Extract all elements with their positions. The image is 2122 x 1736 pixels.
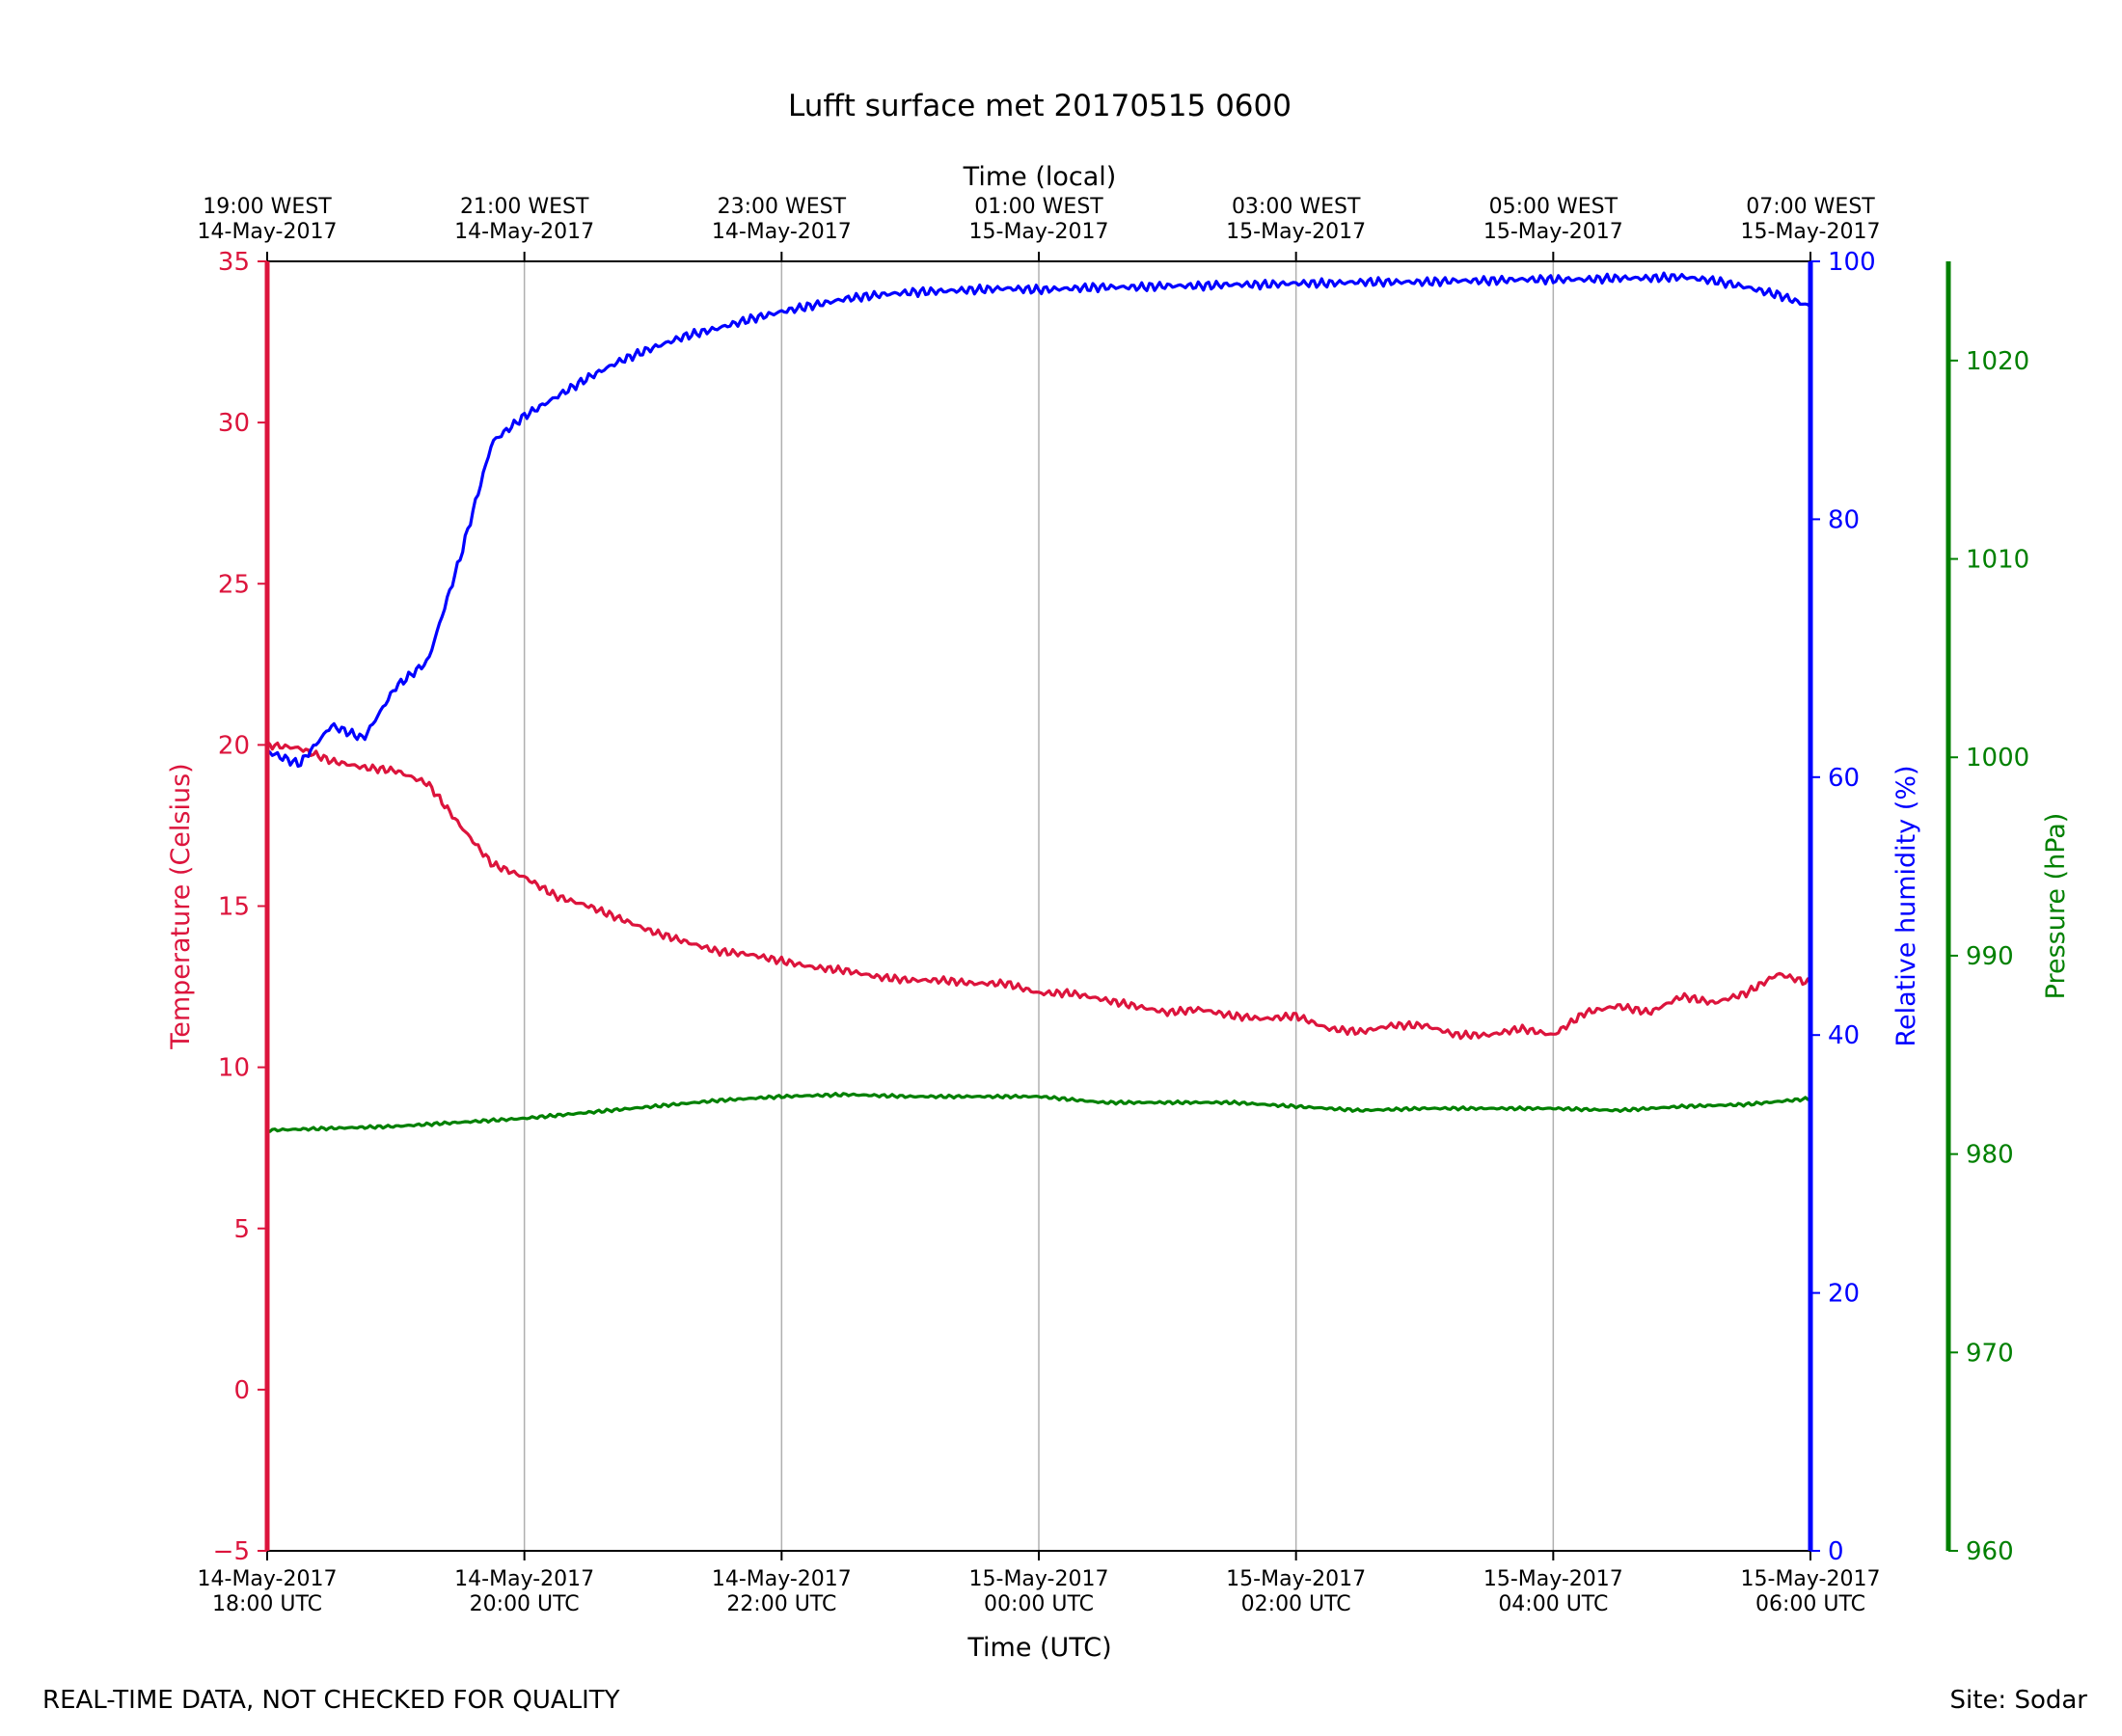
- pressure-series-line: [266, 1092, 1811, 1133]
- pressure-axis: 960 970 980 990 1000 1010 1020 Pressure (hPa): [1945, 261, 2071, 1566]
- bottom-tick-label: 15-May-2017: [1741, 1567, 1881, 1591]
- humidity-tick-label: 40: [1828, 1021, 1860, 1050]
- pressure-tick-label: 960: [1966, 1537, 2014, 1566]
- pressure-tick-label: 980: [1966, 1141, 2014, 1170]
- temperature-tick-label: 35: [218, 248, 250, 277]
- temperature-tick-label: 0: [233, 1376, 250, 1405]
- temperature-tick-label: 15: [218, 893, 250, 922]
- top-tick-label: 14-May-2017: [454, 220, 594, 244]
- temperature-axis-label: Temperature (Celsius): [166, 763, 196, 1049]
- temperature-tick-label: 20: [218, 731, 250, 760]
- top-tick-label: 23:00 WEST: [718, 195, 847, 219]
- bottom-tick-label: 00:00 UTC: [984, 1592, 1094, 1616]
- humidity-series-line: [266, 271, 1812, 769]
- pressure-tick-label: 1010: [1966, 546, 2029, 575]
- pressure-tick-label: 1000: [1966, 744, 2029, 773]
- top-tick-label: 15-May-2017: [969, 220, 1109, 244]
- humidity-tick-label: 60: [1828, 764, 1860, 793]
- pressure-tick-label: 1020: [1966, 347, 2029, 376]
- temperature-tick-label: 25: [218, 570, 250, 599]
- humidity-tick-label: 20: [1828, 1280, 1860, 1309]
- top-tick-label: 14-May-2017: [712, 220, 852, 244]
- humidity-axis-label: Relative humidity (%): [1891, 765, 1921, 1046]
- temperature-tick-label: −5: [213, 1537, 250, 1566]
- top-tick-label: 03:00 WEST: [1232, 195, 1361, 219]
- series-layer: [265, 271, 1812, 1133]
- bottom-tick-label: 04:00 UTC: [1498, 1592, 1608, 1616]
- site-note: Site: Sodar: [1949, 1686, 2087, 1715]
- bottom-tick-label: 20:00 UTC: [470, 1592, 580, 1616]
- bottom-tick-label: 14-May-2017: [454, 1567, 594, 1591]
- humidity-axis: 0 20 40 60 80 100 Relative humidity (%): [1808, 248, 1921, 1566]
- top-tick-label: 05:00 WEST: [1489, 195, 1619, 219]
- top-tick-label: 01:00 WEST: [974, 195, 1103, 219]
- bottom-tick-label: 14-May-2017: [198, 1567, 338, 1591]
- temperature-tick-label: 5: [233, 1215, 250, 1244]
- bottom-axis-label: Time (UTC): [966, 1633, 1111, 1663]
- top-tick-label: 15-May-2017: [1226, 220, 1366, 244]
- bottom-tick-label: 18:00 UTC: [212, 1592, 322, 1616]
- humidity-tick-label: 0: [1828, 1537, 1844, 1566]
- top-tick-label: 21:00 WEST: [460, 195, 589, 219]
- chart-title: Lufft surface met 20170515 0600: [788, 89, 1292, 123]
- quality-note: REAL-TIME DATA, NOT CHECKED FOR QUALITY: [42, 1686, 620, 1715]
- bottom-tick-label: 22:00 UTC: [726, 1592, 836, 1616]
- temperature-axis: −5 0 5 10 15 20 25 30 35 Temperature (Celsius): [166, 248, 270, 1566]
- pressure-tick-label: 990: [1966, 942, 2014, 971]
- top-tick-label: 07:00 WEST: [1746, 195, 1875, 219]
- bottom-tick-label: 14-May-2017: [712, 1567, 852, 1591]
- top-tick-label: 19:00 WEST: [203, 195, 332, 219]
- top-tick-label: 14-May-2017: [198, 220, 338, 244]
- bottom-tick-label: 02:00 UTC: [1241, 1592, 1351, 1616]
- vertical-grid: [523, 261, 1555, 1551]
- humidity-tick-label: 100: [1828, 248, 1876, 277]
- temperature-tick-label: 10: [218, 1054, 250, 1083]
- top-axis-label: Time (local): [963, 162, 1117, 192]
- top-tick-label: 15-May-2017: [1741, 220, 1881, 244]
- bottom-tick-label: 15-May-2017: [969, 1567, 1109, 1591]
- humidity-tick-label: 80: [1828, 505, 1860, 534]
- top-tick-label: 15-May-2017: [1483, 220, 1623, 244]
- temperature-tick-label: 30: [218, 409, 250, 438]
- temperature-series-line: [265, 740, 1812, 1041]
- bottom-tick-label: 15-May-2017: [1226, 1567, 1366, 1591]
- pressure-tick-label: 970: [1966, 1339, 2014, 1368]
- pressure-axis-label: Pressure (hPa): [2041, 813, 2071, 1000]
- bottom-tick-label: 15-May-2017: [1483, 1567, 1623, 1591]
- bottom-tick-label: 06:00 UTC: [1755, 1592, 1865, 1616]
